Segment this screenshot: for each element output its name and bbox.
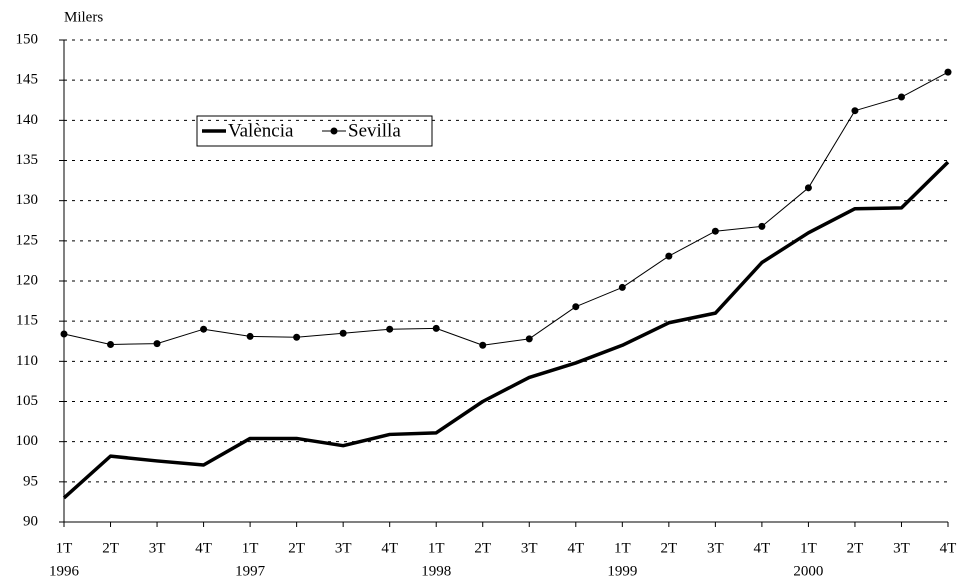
legend-label: Sevilla [348, 120, 401, 141]
series-marker [386, 325, 394, 333]
x-tick-label: 3T [149, 540, 166, 556]
year-label: 1996 [49, 563, 80, 579]
y-tick-label: 100 [16, 433, 39, 449]
y-tick-label: 125 [16, 232, 39, 248]
y-tick-label: 120 [16, 272, 39, 288]
series-marker [897, 93, 905, 101]
x-tick-label: 3T [335, 540, 352, 556]
y-tick-label: 140 [16, 112, 39, 128]
series-marker [107, 340, 115, 348]
x-tick-label: 3T [521, 540, 538, 556]
y-tick-label: 90 [23, 513, 38, 529]
series-marker [711, 227, 719, 235]
series-marker [432, 324, 440, 332]
series-marker [246, 332, 254, 340]
y-axis-label: Milers [64, 9, 103, 25]
legend-box [196, 115, 433, 147]
series-marker [339, 329, 347, 337]
year-label: 1997 [235, 563, 266, 579]
y-tick-label: 105 [16, 393, 39, 409]
y-tick-label: 135 [16, 152, 39, 168]
x-tick-label: 4T [195, 540, 212, 556]
series-marker [153, 340, 161, 348]
year-label: 1998 [421, 563, 451, 579]
x-tick-label: 4T [940, 540, 957, 556]
series-marker [572, 303, 580, 311]
y-tick-label: 130 [16, 192, 39, 208]
year-label: 2000 [793, 563, 823, 579]
x-tick-label: 3T [893, 540, 910, 556]
x-tick-label: 1T [56, 540, 73, 556]
x-tick-label: 4T [567, 540, 584, 556]
x-tick-label: 1T [800, 540, 817, 556]
x-tick-label: 2T [661, 540, 678, 556]
x-tick-label: 1T [428, 540, 445, 556]
x-tick-label: 2T [474, 540, 491, 556]
series-marker [851, 107, 859, 115]
series-marker [665, 252, 673, 260]
x-tick-label: 3T [707, 540, 724, 556]
series-line [63, 71, 949, 346]
series-marker [618, 283, 626, 291]
series-marker [200, 325, 208, 333]
series-marker [758, 222, 766, 230]
y-tick-label: 115 [16, 313, 38, 329]
legend-marker [330, 127, 338, 135]
x-tick-label: 4T [754, 540, 771, 556]
year-label: 1999 [607, 563, 637, 579]
y-tick-label: 110 [16, 353, 38, 369]
series-marker [479, 341, 487, 349]
series-marker [525, 335, 533, 343]
series-marker [293, 333, 301, 341]
series-line [62, 160, 950, 500]
x-tick-label: 2T [102, 540, 119, 556]
x-tick-label: 4T [381, 540, 398, 556]
y-tick-label: 95 [23, 473, 38, 489]
y-tick-label: 145 [16, 72, 39, 88]
x-tick-label: 2T [847, 540, 864, 556]
series-marker [60, 330, 68, 338]
y-tick-label: 150 [16, 31, 39, 47]
x-tick-label: 1T [242, 540, 259, 556]
x-tick-label: 1T [614, 540, 631, 556]
legend-label: València [228, 120, 294, 141]
series-marker [944, 68, 952, 76]
x-tick-label: 2T [288, 540, 305, 556]
series-marker [804, 184, 812, 192]
